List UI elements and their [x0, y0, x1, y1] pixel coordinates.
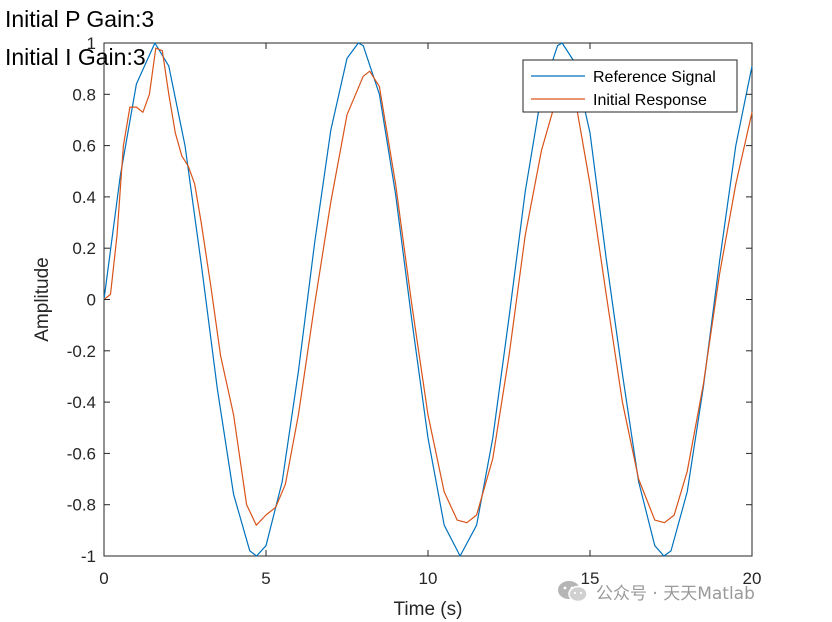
y-tick-label: -1 [81, 547, 96, 566]
axes-box [103, 42, 753, 557]
y-tick-label: 0.4 [72, 188, 96, 207]
y-tick-label: 0.8 [72, 85, 96, 104]
x-tick-label: 20 [743, 569, 762, 588]
wechat-icon [558, 581, 588, 603]
y-axis-label: Amplitude [32, 257, 53, 342]
series-layer [103, 42, 753, 557]
y-tick-label: -0.6 [67, 444, 96, 463]
i-gain-annotation: Initial I Gain:3 [5, 44, 146, 70]
legend: Reference Signal Initial Response [522, 59, 738, 113]
x-tick-label: 5 [261, 569, 270, 588]
y-tick-label: 0.6 [72, 137, 96, 156]
y-tick-label: -0.8 [67, 496, 96, 515]
y-tick-label: -0.4 [67, 393, 96, 412]
x-axis-label: Time (s) [394, 599, 463, 620]
y-tick-label: 0 [87, 291, 96, 310]
p-gain-annotation: Initial P Gain:3 [5, 6, 154, 32]
legend-entry: Initial Response [593, 92, 707, 109]
legend-box [522, 59, 738, 113]
x-tick-label: 10 [419, 569, 438, 588]
watermark: 公众号 · 天天Matlab [556, 578, 755, 604]
x-tick-label: 0 [99, 569, 108, 588]
initial-response-line [103, 47, 753, 526]
x-tick-label: 15 [581, 569, 600, 588]
plot-area [103, 42, 753, 557]
reference-signal-line [103, 42, 753, 557]
y-tick-label: 0.2 [72, 239, 96, 258]
watermark-text: 公众号 · 天天Matlab [596, 583, 755, 604]
y-tick-label: -0.2 [67, 342, 96, 361]
legend-entry: Reference Signal [593, 69, 716, 86]
ticks-layer: 0 5 10 15 20 -1 -0.8 -0.6 -0.4 -0.2 0 0.2 0.4 0.6 0.8 1 [67, 34, 762, 588]
y-tick-label: 1 [87, 34, 96, 53]
